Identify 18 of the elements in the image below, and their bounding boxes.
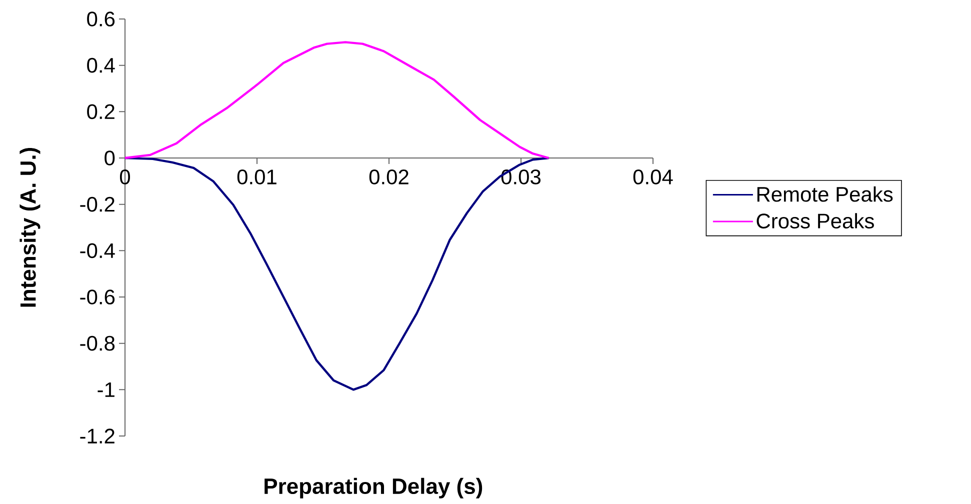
y-tick-label: -1 <box>98 382 114 397</box>
y-axis-title: Intensity (A. U.) <box>20 148 40 307</box>
y-tick-label: -1.2 <box>80 428 114 444</box>
x-tick-label: 0.03 <box>501 170 541 184</box>
y-tick-label: 0.6 <box>87 12 115 26</box>
y-tick-label: -0.2 <box>80 196 114 212</box>
y-tick-label: -0.6 <box>80 290 115 304</box>
y-tick-label: 0 <box>104 150 115 166</box>
x-tick-label: 0.01 <box>237 170 276 184</box>
x-tick-label: 0.04 <box>633 170 673 184</box>
y-tick-label: 0.2 <box>87 104 114 120</box>
x-tick-label: 0.02 <box>369 170 408 184</box>
y-tick-label: -0.8 <box>80 336 115 351</box>
legend-label: Remote Peaks <box>757 186 893 202</box>
y-tick-label: -0.4 <box>80 243 115 258</box>
y-tick-label: 0.4 <box>87 58 115 73</box>
legend-label: Cross Peaks <box>756 213 874 228</box>
x-axis-title: Preparation Delay (s) <box>264 478 482 498</box>
